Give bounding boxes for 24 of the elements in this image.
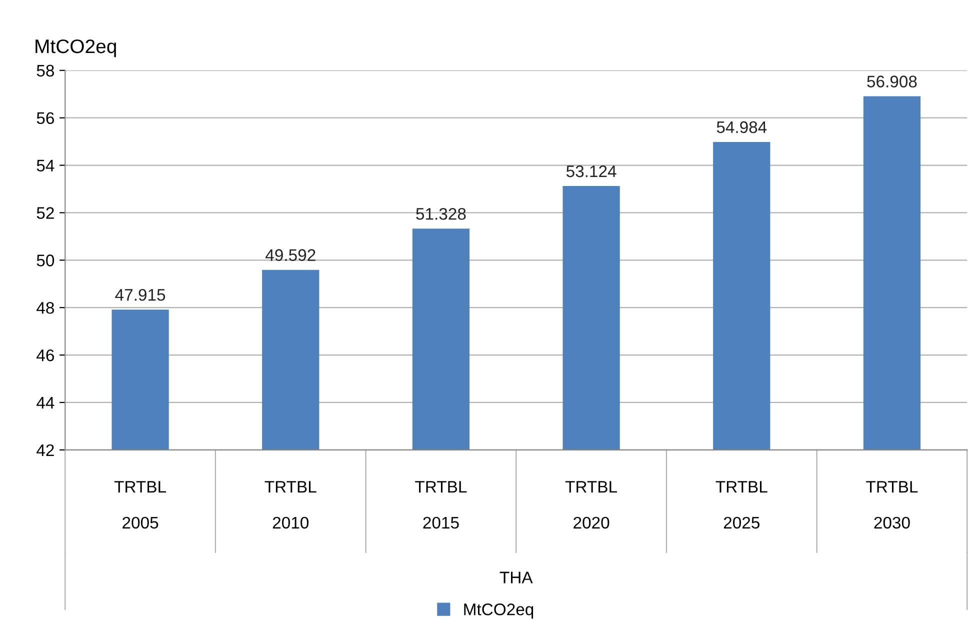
data-label: 51.328: [416, 208, 466, 220]
data-label: 56.908: [867, 76, 917, 88]
legend-label: MtCO2eq: [464, 604, 534, 619]
y-tick-label: 44: [36, 397, 54, 409]
y-tick-label: 54: [36, 160, 54, 172]
y-tick-label: 48: [36, 302, 54, 314]
y-tick-label: 46: [36, 349, 54, 362]
data-label: 47.915: [115, 288, 166, 301]
y-tick-label: 56: [36, 112, 54, 124]
y-tick-label: 52: [36, 207, 54, 219]
category-label: TRTBL 2010: [264, 481, 316, 529]
category-label: TRTBL 2030: [866, 481, 918, 529]
data-label: 53.124: [566, 165, 616, 178]
data-label: 49.592: [266, 249, 316, 261]
y-tick-label: 42: [36, 444, 54, 456]
y-axis-title: MtCO2eq: [36, 39, 116, 58]
data-label: 54.984: [716, 121, 767, 134]
text: THA: [500, 572, 533, 584]
y-tick-label: 50: [36, 254, 54, 266]
category-label: TRTBL 2020: [565, 481, 617, 529]
category-label: TRTBL 2015: [415, 481, 467, 529]
category-label: TRTBL 2025: [716, 481, 768, 529]
y-tick-label: 58: [36, 64, 54, 77]
category-label: TRTBL 2005: [114, 481, 166, 529]
